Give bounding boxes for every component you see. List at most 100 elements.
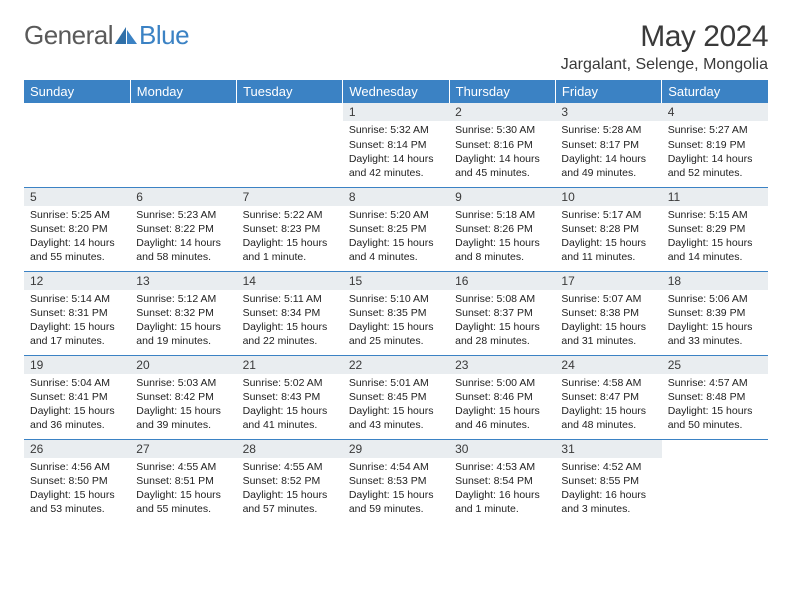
day-number: 12 <box>24 272 130 290</box>
sail-icon <box>115 27 137 45</box>
day-number: 7 <box>237 188 343 206</box>
day-details: Sunrise: 5:04 AMSunset: 8:41 PMDaylight:… <box>24 374 130 437</box>
day-details: Sunrise: 5:20 AMSunset: 8:25 PMDaylight:… <box>343 206 449 269</box>
calendar-cell: 3Sunrise: 5:28 AMSunset: 8:17 PMDaylight… <box>555 103 661 187</box>
calendar-week-row: 1Sunrise: 5:32 AMSunset: 8:14 PMDaylight… <box>24 103 768 187</box>
day-details: Sunrise: 5:14 AMSunset: 8:31 PMDaylight:… <box>24 290 130 353</box>
day-details: Sunrise: 4:58 AMSunset: 8:47 PMDaylight:… <box>555 374 661 437</box>
calendar-cell: 20Sunrise: 5:03 AMSunset: 8:42 PMDayligh… <box>130 355 236 439</box>
day-details: Sunrise: 5:11 AMSunset: 8:34 PMDaylight:… <box>237 290 343 353</box>
title-block: May 2024 Jargalant, Selenge, Mongolia <box>561 20 768 74</box>
calendar-cell: 12Sunrise: 5:14 AMSunset: 8:31 PMDayligh… <box>24 271 130 355</box>
day-number: 22 <box>343 356 449 374</box>
calendar-cell: 8Sunrise: 5:20 AMSunset: 8:25 PMDaylight… <box>343 187 449 271</box>
day-number: 25 <box>662 356 768 374</box>
day-number: 27 <box>130 440 236 458</box>
calendar-cell: 25Sunrise: 4:57 AMSunset: 8:48 PMDayligh… <box>662 355 768 439</box>
calendar-cell: 11Sunrise: 5:15 AMSunset: 8:29 PMDayligh… <box>662 187 768 271</box>
day-details: Sunrise: 4:56 AMSunset: 8:50 PMDaylight:… <box>24 458 130 521</box>
calendar-cell: 24Sunrise: 4:58 AMSunset: 8:47 PMDayligh… <box>555 355 661 439</box>
day-details: Sunrise: 5:17 AMSunset: 8:28 PMDaylight:… <box>555 206 661 269</box>
calendar-cell: 14Sunrise: 5:11 AMSunset: 8:34 PMDayligh… <box>237 271 343 355</box>
day-details: Sunrise: 5:08 AMSunset: 8:37 PMDaylight:… <box>449 290 555 353</box>
day-details: Sunrise: 5:10 AMSunset: 8:35 PMDaylight:… <box>343 290 449 353</box>
calendar-cell: 9Sunrise: 5:18 AMSunset: 8:26 PMDaylight… <box>449 187 555 271</box>
day-number: 17 <box>555 272 661 290</box>
calendar-cell: 7Sunrise: 5:22 AMSunset: 8:23 PMDaylight… <box>237 187 343 271</box>
day-number: 1 <box>343 103 449 121</box>
calendar-cell: 28Sunrise: 4:55 AMSunset: 8:52 PMDayligh… <box>237 439 343 523</box>
calendar-page: General Blue May 2024 Jargalant, Selenge… <box>0 0 792 533</box>
calendar-cell: 23Sunrise: 5:00 AMSunset: 8:46 PMDayligh… <box>449 355 555 439</box>
calendar-cell: 6Sunrise: 5:23 AMSunset: 8:22 PMDaylight… <box>130 187 236 271</box>
calendar-cell: 17Sunrise: 5:07 AMSunset: 8:38 PMDayligh… <box>555 271 661 355</box>
day-details: Sunrise: 5:30 AMSunset: 8:16 PMDaylight:… <box>449 121 555 184</box>
header: General Blue May 2024 Jargalant, Selenge… <box>24 20 768 74</box>
day-number: 23 <box>449 356 555 374</box>
calendar-week-row: 26Sunrise: 4:56 AMSunset: 8:50 PMDayligh… <box>24 439 768 523</box>
location-label: Jargalant, Selenge, Mongolia <box>561 56 768 74</box>
calendar-header-row: SundayMondayTuesdayWednesdayThursdayFrid… <box>24 80 768 103</box>
calendar-cell <box>237 103 343 187</box>
weekday-header: Sunday <box>24 80 130 103</box>
day-number: 13 <box>130 272 236 290</box>
day-details: Sunrise: 5:18 AMSunset: 8:26 PMDaylight:… <box>449 206 555 269</box>
calendar-cell: 16Sunrise: 5:08 AMSunset: 8:37 PMDayligh… <box>449 271 555 355</box>
day-number: 30 <box>449 440 555 458</box>
day-number: 21 <box>237 356 343 374</box>
day-number: 2 <box>449 103 555 121</box>
weekday-header: Monday <box>130 80 236 103</box>
day-details: Sunrise: 4:57 AMSunset: 8:48 PMDaylight:… <box>662 374 768 437</box>
day-details: Sunrise: 5:03 AMSunset: 8:42 PMDaylight:… <box>130 374 236 437</box>
day-details: Sunrise: 5:15 AMSunset: 8:29 PMDaylight:… <box>662 206 768 269</box>
calendar-cell: 5Sunrise: 5:25 AMSunset: 8:20 PMDaylight… <box>24 187 130 271</box>
calendar-cell: 22Sunrise: 5:01 AMSunset: 8:45 PMDayligh… <box>343 355 449 439</box>
calendar-week-row: 12Sunrise: 5:14 AMSunset: 8:31 PMDayligh… <box>24 271 768 355</box>
calendar-cell: 15Sunrise: 5:10 AMSunset: 8:35 PMDayligh… <box>343 271 449 355</box>
calendar-cell <box>130 103 236 187</box>
calendar-body: 1Sunrise: 5:32 AMSunset: 8:14 PMDaylight… <box>24 103 768 523</box>
day-number: 28 <box>237 440 343 458</box>
calendar-cell: 30Sunrise: 4:53 AMSunset: 8:54 PMDayligh… <box>449 439 555 523</box>
day-details: Sunrise: 4:53 AMSunset: 8:54 PMDaylight:… <box>449 458 555 521</box>
day-details: Sunrise: 5:25 AMSunset: 8:20 PMDaylight:… <box>24 206 130 269</box>
calendar-cell: 21Sunrise: 5:02 AMSunset: 8:43 PMDayligh… <box>237 355 343 439</box>
day-number: 11 <box>662 188 768 206</box>
weekday-header: Saturday <box>662 80 768 103</box>
day-number: 6 <box>130 188 236 206</box>
day-number: 8 <box>343 188 449 206</box>
day-details: Sunrise: 5:02 AMSunset: 8:43 PMDaylight:… <box>237 374 343 437</box>
weekday-header: Friday <box>555 80 661 103</box>
weekday-header: Tuesday <box>237 80 343 103</box>
brand-word2: Blue <box>139 20 189 51</box>
day-details: Sunrise: 5:06 AMSunset: 8:39 PMDaylight:… <box>662 290 768 353</box>
day-details: Sunrise: 4:55 AMSunset: 8:52 PMDaylight:… <box>237 458 343 521</box>
day-number: 3 <box>555 103 661 121</box>
day-details: Sunrise: 4:55 AMSunset: 8:51 PMDaylight:… <box>130 458 236 521</box>
calendar-cell: 18Sunrise: 5:06 AMSunset: 8:39 PMDayligh… <box>662 271 768 355</box>
day-details: Sunrise: 4:52 AMSunset: 8:55 PMDaylight:… <box>555 458 661 521</box>
day-details: Sunrise: 5:27 AMSunset: 8:19 PMDaylight:… <box>662 121 768 184</box>
calendar-cell: 2Sunrise: 5:30 AMSunset: 8:16 PMDaylight… <box>449 103 555 187</box>
calendar-cell: 4Sunrise: 5:27 AMSunset: 8:19 PMDaylight… <box>662 103 768 187</box>
day-details: Sunrise: 5:01 AMSunset: 8:45 PMDaylight:… <box>343 374 449 437</box>
calendar-table: SundayMondayTuesdayWednesdayThursdayFrid… <box>24 80 768 523</box>
calendar-cell <box>24 103 130 187</box>
day-number: 18 <box>662 272 768 290</box>
weekday-header: Thursday <box>449 80 555 103</box>
calendar-cell <box>662 439 768 523</box>
day-details: Sunrise: 5:00 AMSunset: 8:46 PMDaylight:… <box>449 374 555 437</box>
month-title: May 2024 <box>561 20 768 54</box>
day-number: 15 <box>343 272 449 290</box>
day-number: 14 <box>237 272 343 290</box>
day-number: 26 <box>24 440 130 458</box>
weekday-header: Wednesday <box>343 80 449 103</box>
calendar-cell: 26Sunrise: 4:56 AMSunset: 8:50 PMDayligh… <box>24 439 130 523</box>
calendar-cell: 27Sunrise: 4:55 AMSunset: 8:51 PMDayligh… <box>130 439 236 523</box>
calendar-week-row: 5Sunrise: 5:25 AMSunset: 8:20 PMDaylight… <box>24 187 768 271</box>
day-number: 10 <box>555 188 661 206</box>
day-details: Sunrise: 4:54 AMSunset: 8:53 PMDaylight:… <box>343 458 449 521</box>
calendar-cell: 31Sunrise: 4:52 AMSunset: 8:55 PMDayligh… <box>555 439 661 523</box>
day-number: 19 <box>24 356 130 374</box>
calendar-cell: 19Sunrise: 5:04 AMSunset: 8:41 PMDayligh… <box>24 355 130 439</box>
